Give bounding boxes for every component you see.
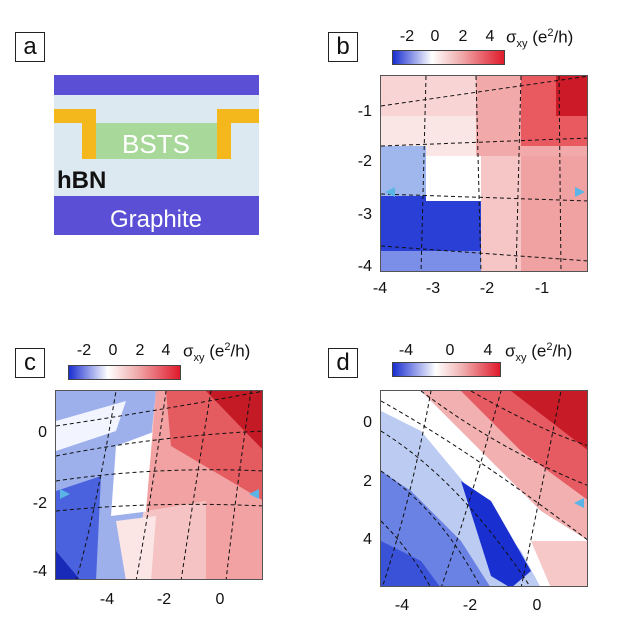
bsts-label: BSTS	[122, 129, 190, 159]
d-x-tick: 0	[532, 597, 542, 614]
colorbar-d-tick: 0	[445, 342, 455, 359]
d-y-tick: 4	[363, 531, 372, 548]
colorbar-b-tick: 2	[458, 28, 468, 45]
graphite-label: Graphite	[110, 206, 202, 233]
colorbar-b-label: σxy (e2/h)	[506, 27, 574, 51]
colorbar-c-tick: 4	[161, 342, 171, 359]
colorbar-b-tick: -2	[399, 28, 415, 45]
panel-label-d: d	[328, 348, 358, 378]
graphite-layer	[54, 196, 259, 235]
panel-label-c: c	[15, 348, 45, 378]
heatmap-c	[55, 390, 263, 580]
panel-label-a: a	[15, 32, 45, 62]
b-y-tick: -2	[357, 153, 372, 170]
top-gate-layer	[54, 75, 259, 95]
b-x-tick: -2	[479, 280, 495, 297]
d-y-tick: 2	[363, 473, 372, 490]
c-y-tick: -4	[32, 563, 47, 580]
b-y-tick: -4	[357, 258, 372, 275]
d-y-tick: 0	[363, 414, 372, 431]
colorbar-c-tick: 2	[135, 342, 145, 359]
b-x-tick: -1	[534, 280, 550, 297]
colorbar-b-tick: 0	[430, 28, 440, 45]
c-x-tick: -4	[99, 591, 115, 608]
colorbar-c-label: σxy (e2/h)	[183, 341, 251, 365]
b-y-tick: -1	[357, 103, 372, 120]
d-x-tick: -2	[462, 597, 478, 614]
colorbar-c-tick: 0	[108, 342, 118, 359]
b-x-tick: -4	[372, 280, 388, 297]
heatmap-b	[380, 75, 588, 272]
hbn-label: hBN	[57, 167, 106, 194]
bsts-layer	[96, 123, 217, 159]
c-y-tick: 0	[38, 424, 47, 441]
colorbar-d-label: σxy (e2/h)	[505, 341, 573, 365]
heatmap-d	[380, 390, 588, 587]
panel-label-b: b	[328, 32, 358, 62]
colorbar-b-tick: 4	[485, 28, 495, 45]
c-x-tick: 0	[215, 591, 225, 608]
d-x-tick: -4	[394, 597, 410, 614]
colorbar-c-tick: -2	[76, 342, 92, 359]
colorbar-d-tick: 4	[483, 342, 493, 359]
colorbar-d-tick: -4	[398, 342, 414, 359]
b-x-tick: -3	[425, 280, 441, 297]
b-y-tick: -3	[357, 206, 372, 223]
c-x-tick: -2	[156, 591, 172, 608]
c-y-tick: -2	[32, 495, 47, 512]
